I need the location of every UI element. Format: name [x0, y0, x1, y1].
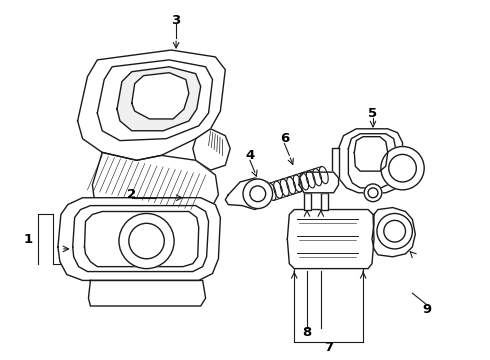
Polygon shape — [77, 50, 225, 160]
Polygon shape — [304, 193, 311, 210]
Circle shape — [377, 213, 413, 249]
Polygon shape — [372, 208, 416, 257]
Circle shape — [381, 147, 424, 190]
Polygon shape — [93, 152, 219, 227]
Text: 7: 7 — [324, 341, 333, 354]
Text: 3: 3 — [172, 14, 181, 27]
Circle shape — [368, 188, 378, 198]
Text: 5: 5 — [368, 107, 378, 120]
Polygon shape — [339, 129, 402, 193]
Text: 1: 1 — [24, 233, 33, 246]
Polygon shape — [321, 193, 328, 210]
Circle shape — [389, 154, 416, 182]
Polygon shape — [332, 148, 339, 178]
Text: 8: 8 — [302, 326, 312, 339]
Polygon shape — [287, 210, 374, 269]
Polygon shape — [73, 206, 209, 271]
Polygon shape — [58, 198, 220, 280]
Polygon shape — [84, 212, 199, 267]
Circle shape — [364, 184, 382, 202]
Polygon shape — [117, 67, 201, 131]
Circle shape — [250, 186, 266, 202]
Circle shape — [129, 223, 164, 259]
Polygon shape — [98, 60, 213, 141]
Circle shape — [119, 213, 174, 269]
Polygon shape — [193, 129, 230, 170]
Text: 6: 6 — [280, 132, 289, 145]
Circle shape — [243, 179, 272, 208]
Text: 4: 4 — [245, 149, 254, 162]
Polygon shape — [89, 280, 206, 306]
Polygon shape — [354, 137, 388, 171]
Polygon shape — [225, 178, 271, 210]
Text: 2: 2 — [127, 188, 136, 201]
Polygon shape — [132, 73, 189, 119]
Polygon shape — [299, 172, 339, 193]
Circle shape — [384, 220, 406, 242]
Text: 9: 9 — [422, 303, 432, 316]
Polygon shape — [348, 134, 395, 188]
